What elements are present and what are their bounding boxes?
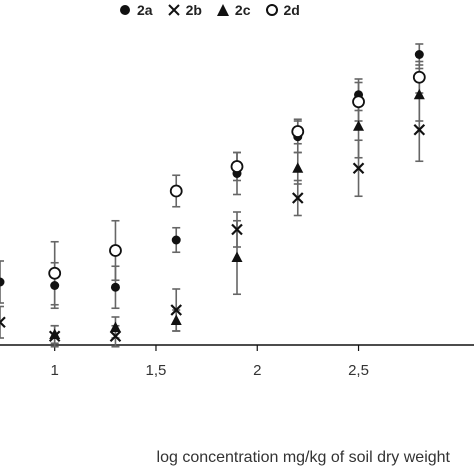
x-tick-label-3: 2,5 (348, 362, 369, 379)
x-axis-title: log concentration mg/kg of soil dry weig… (156, 449, 450, 466)
series-2a-point-1 (50, 281, 60, 290)
series-2b-point-7 (413, 123, 426, 136)
series-2d-point-4 (291, 125, 305, 138)
filled-triangle-icon (216, 4, 229, 16)
legend-item-2d: 2d (265, 2, 300, 18)
x-tick-label-2: 2 (253, 362, 261, 379)
x-mark-icon (167, 4, 180, 16)
x-tick-label-0: 1 (51, 362, 59, 379)
series-2a-point-0 (0, 277, 5, 287)
series-2c-point-1 (109, 321, 121, 332)
x-tick-label-1: 1,5 (146, 362, 167, 379)
series-2d-point-1 (109, 244, 122, 257)
series-2a-point-2 (110, 282, 120, 292)
series-2d-point-0 (48, 266, 62, 280)
series-2b-point-3 (170, 304, 183, 316)
series-2d-point-3 (230, 160, 244, 173)
series-2c-point-5 (353, 120, 365, 131)
filled-circle-icon (120, 5, 130, 15)
series-2c-point-2 (170, 314, 182, 325)
legend-label-2a: 2a (137, 2, 153, 18)
series-2c-point-6 (413, 88, 425, 100)
series-2b-point-5 (291, 192, 304, 204)
series-2a-point-7 (414, 50, 424, 59)
legend-item-2b: 2b (167, 2, 202, 18)
chart-legend: 2a 2b 2c 2d (118, 2, 300, 18)
legend-item-2a: 2a (118, 2, 153, 18)
series-2a-point-3 (171, 235, 181, 245)
series-2b-point-4 (231, 223, 243, 236)
series-2b-point-2 (109, 330, 122, 343)
series-2c-point-3 (231, 251, 243, 262)
series-2d-point-6 (412, 70, 426, 84)
legend-label-2d: 2d (283, 2, 300, 18)
series-2c-point-4 (292, 162, 304, 173)
series-2d-point-5 (352, 95, 365, 109)
open-circle-icon (265, 4, 278, 16)
series-2b-point-6 (352, 162, 365, 175)
legend-label-2c: 2c (234, 2, 251, 18)
series-2c-point-0 (49, 328, 61, 339)
series-2d-point-2 (169, 184, 183, 198)
legend-item-2c: 2c (216, 2, 251, 18)
legend-label-2b: 2b (185, 2, 202, 18)
series-2b-point-0 (0, 316, 6, 329)
